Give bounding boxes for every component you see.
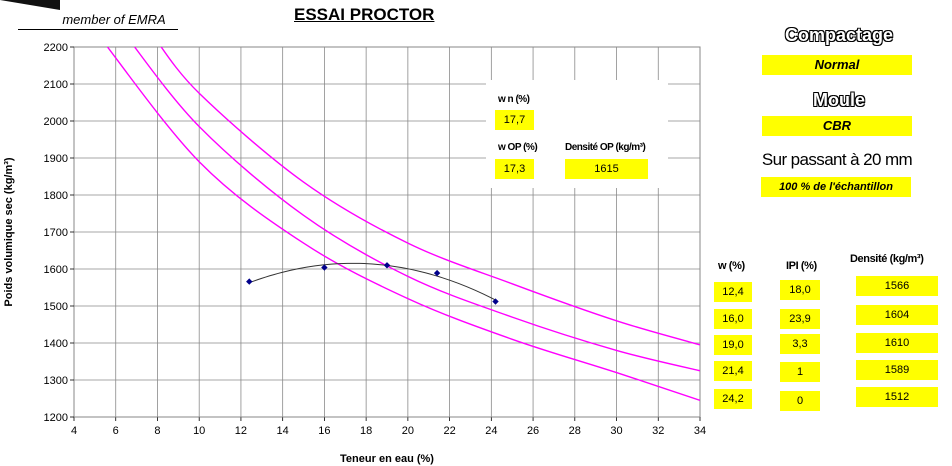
y-tick-label: 1200: [44, 412, 68, 424]
cell-ipi: 1: [780, 362, 820, 382]
cell-w: 19,0: [714, 335, 752, 355]
table-header-densite: Densité (kg/m³): [850, 253, 924, 265]
cell-ipi: 0: [780, 391, 820, 411]
wn-value: 17,7: [495, 110, 534, 130]
x-axis-label: Teneur en eau (%): [340, 453, 434, 465]
member-label: member of EMRA: [62, 12, 166, 27]
x-tick-label: 28: [569, 425, 581, 437]
summary-panel: w n (%) 17,7 w OP (%) Densité OP (kg/m³)…: [486, 80, 668, 188]
moule-label: Moule: [813, 90, 865, 110]
saturation-curve: [106, 47, 700, 402]
cell-densite: 1589: [856, 360, 938, 380]
y-tick-labels: 1200 1300 1400 1500 1600 1700 1800 1900 2000 2100…: [44, 42, 68, 424]
data-points: [246, 262, 499, 305]
data-point: [433, 269, 441, 277]
data-point: [492, 298, 499, 305]
x-tick-label: 4: [71, 425, 77, 437]
dop-label: Densité OP (kg/m³): [565, 142, 646, 153]
x-tick-label: 20: [402, 425, 414, 437]
table-header-ipi: IPI (%): [786, 260, 817, 272]
wn-label: w n (%): [498, 94, 530, 105]
moule-value: CBR: [762, 116, 912, 136]
compactage-label: Compactage: [784, 25, 894, 45]
y-axis-label: Poids volumique sec (kg/m³): [3, 157, 15, 306]
table-header-w: w (%): [718, 260, 745, 272]
wop-label: w OP (%): [498, 142, 538, 153]
data-point: [383, 262, 391, 269]
y-tick-label: 1300: [44, 375, 68, 387]
x-tick-label: 12: [235, 425, 247, 437]
x-tick-label: 34: [694, 425, 706, 437]
x-tick-labels: 4 6 8 10 12 14 16 18 20 22 24 26 28 30 32 34: [71, 425, 706, 437]
header-divider: [18, 29, 178, 30]
cell-densite: 1610: [856, 333, 938, 353]
x-tick-label: 32: [652, 425, 664, 437]
x-tick-label: 18: [360, 425, 372, 437]
y-tick-label: 1600: [44, 264, 68, 276]
x-tick-label: 22: [443, 425, 455, 437]
cell-densite: 1604: [856, 305, 938, 325]
logo-mark: [0, 0, 60, 10]
fit-curve: [249, 262, 496, 301]
sample-value: 100 % de l'échantillon: [761, 177, 911, 197]
x-tick-label: 14: [277, 425, 289, 437]
y-tick-label: 2100: [44, 79, 68, 91]
x-tick-label: 30: [610, 425, 622, 437]
cell-densite: 1512: [856, 387, 938, 407]
y-tick-label: 2200: [44, 42, 68, 54]
compactage-value: Normal: [762, 55, 912, 75]
cell-ipi: 18,0: [780, 280, 820, 300]
saturation-curve: [133, 47, 700, 372]
x-tick-label: 8: [154, 425, 160, 437]
cell-w: 12,4: [714, 282, 752, 302]
data-point: [321, 264, 328, 271]
sieve-label: Sur passant à 20 mm: [761, 150, 913, 169]
wop-value: 17,3: [495, 159, 534, 179]
x-tick-label: 26: [527, 425, 539, 437]
cell-w: 16,0: [714, 309, 752, 329]
y-tick-label: 1400: [44, 338, 68, 350]
page-title: ESSAI PROCTOR: [294, 5, 435, 24]
cell-w: 21,4: [714, 361, 752, 381]
y-tick-label: 1800: [44, 190, 68, 202]
cell-densite: 1566: [856, 276, 938, 296]
y-tick-label: 2000: [44, 116, 68, 128]
saturation-curves: [106, 47, 700, 402]
cell-ipi: 23,9: [780, 309, 820, 329]
y-tick-label: 1700: [44, 227, 68, 239]
saturation-curve: [160, 47, 700, 346]
x-tick-label: 10: [193, 425, 205, 437]
x-tick-label: 6: [113, 425, 119, 437]
cell-w: 24,2: [714, 389, 752, 409]
cell-ipi: 3,3: [780, 334, 820, 354]
dop-value: 1615: [565, 159, 648, 179]
fit-curves: [249, 262, 496, 301]
x-tick-label: 24: [485, 425, 497, 437]
y-tick-label: 1900: [44, 153, 68, 165]
x-tick-label: 16: [318, 425, 330, 437]
y-tick-label: 1500: [44, 301, 68, 313]
data-point: [246, 278, 253, 285]
